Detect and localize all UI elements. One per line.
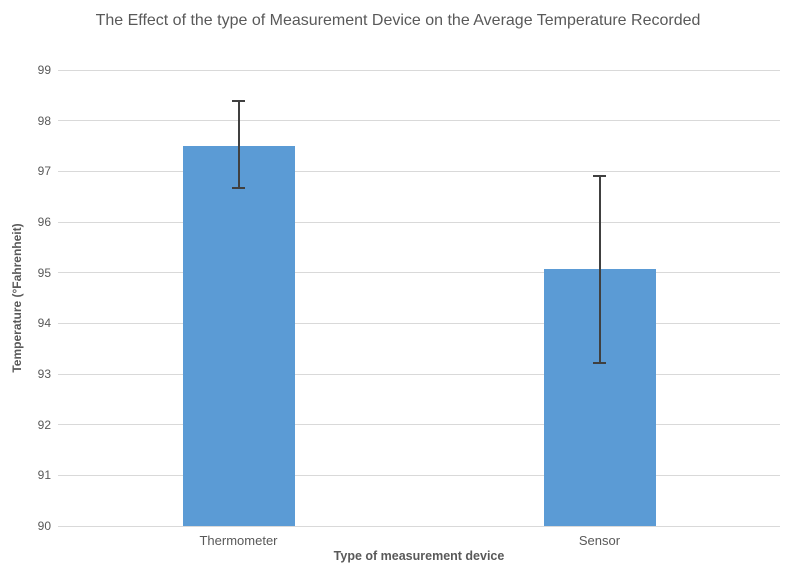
y-tick-label-95: 95 xyxy=(37,265,51,280)
error-bar-cap-top-sensor xyxy=(593,174,606,177)
gridline-95 xyxy=(58,272,780,274)
x-category-label-sensor: Sensor xyxy=(578,533,621,548)
gridline-93 xyxy=(58,373,780,375)
gridline-91 xyxy=(58,474,780,476)
error-bar-cap-bottom-sensor xyxy=(593,361,606,364)
y-tick-label-92: 92 xyxy=(37,417,51,432)
gridline-96 xyxy=(58,221,780,223)
chart-title: The Effect of the type of Measurement De… xyxy=(95,12,701,29)
gridline-97 xyxy=(58,170,780,172)
y-tick-label-93: 93 xyxy=(37,367,51,381)
gridline-99 xyxy=(58,69,780,71)
x-category-label-thermometer: Thermometer xyxy=(199,533,278,548)
gridline-92 xyxy=(58,424,780,426)
y-axis-title: Temperature (°Fahrenheit) xyxy=(10,223,24,373)
gridline-94 xyxy=(58,322,780,324)
bar-thermometer xyxy=(182,146,295,526)
gridline-98 xyxy=(58,120,780,122)
gridline-90 xyxy=(58,525,780,527)
y-tick-label-99: 99 xyxy=(37,63,51,77)
y-tick-label-98: 98 xyxy=(37,113,51,128)
y-tick-label-94: 94 xyxy=(37,316,51,331)
x-axis-title: Type of measurement device xyxy=(333,549,505,563)
y-tick-label-96: 96 xyxy=(37,215,51,229)
error-bar-cap-bottom-thermometer xyxy=(232,186,245,189)
error-bar-thermometer xyxy=(237,101,240,188)
y-tick-label-97: 97 xyxy=(37,164,51,179)
y-tick-label-90: 90 xyxy=(37,519,51,533)
error-bar-sensor xyxy=(598,175,601,363)
y-tick-label-91: 91 xyxy=(37,468,51,483)
error-bar-cap-top-thermometer xyxy=(232,100,245,103)
